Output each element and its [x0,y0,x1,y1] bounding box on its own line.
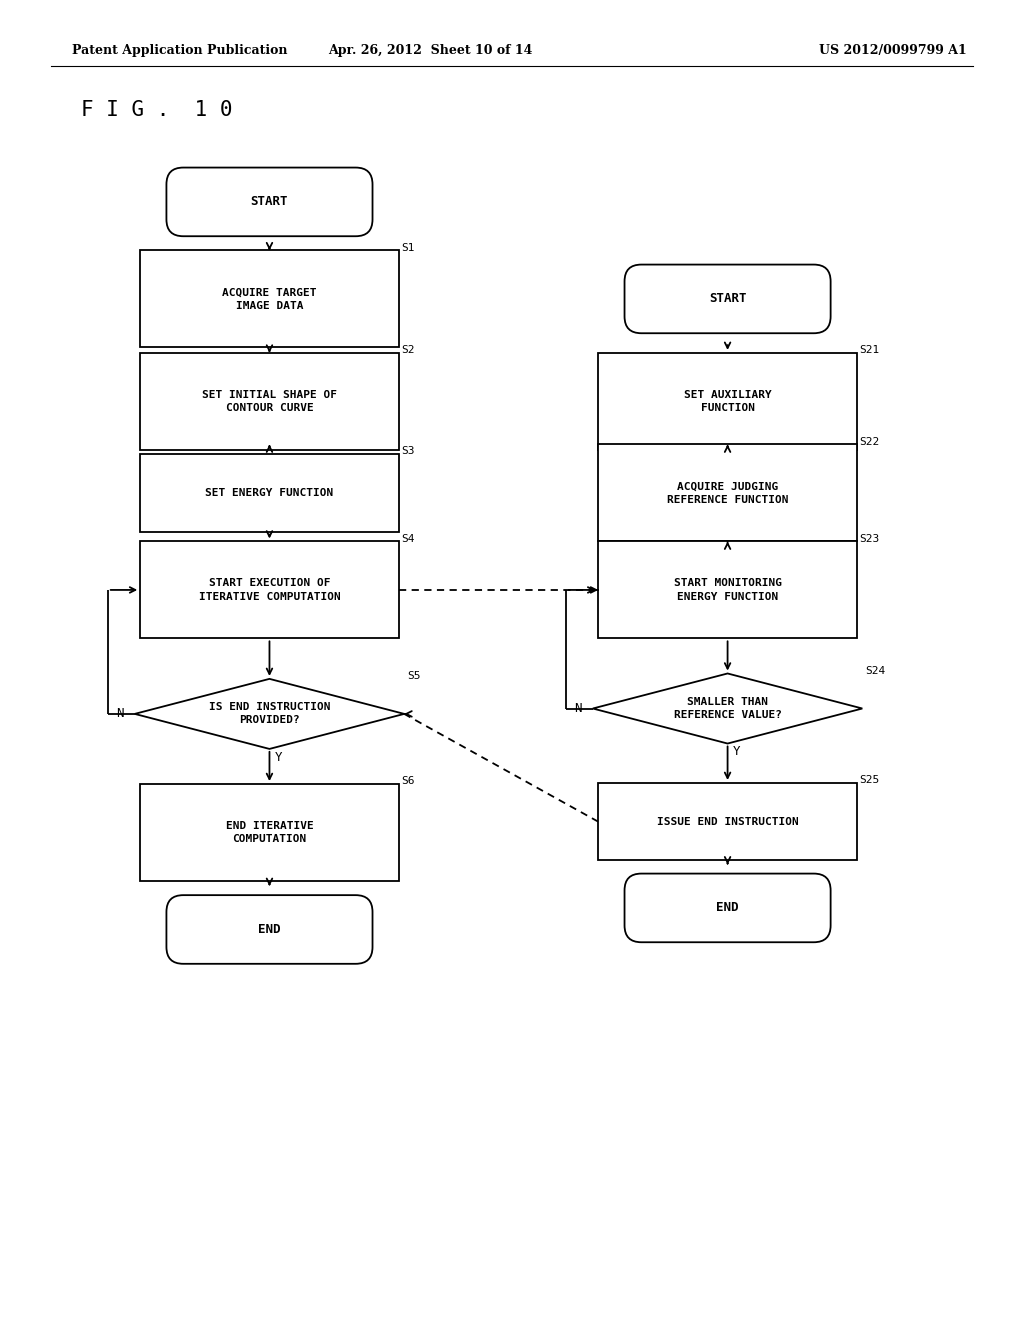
FancyBboxPatch shape [598,445,857,541]
Text: US 2012/0099799 A1: US 2012/0099799 A1 [819,44,967,57]
Text: SET INITIAL SHAPE OF
CONTOUR CURVE: SET INITIAL SHAPE OF CONTOUR CURVE [202,389,337,413]
FancyBboxPatch shape [167,168,373,236]
Text: N: N [574,702,582,715]
Text: ISSUE END INSTRUCTION: ISSUE END INSTRUCTION [656,817,799,826]
Text: START: START [709,293,746,305]
Text: Patent Application Publication: Patent Application Publication [72,44,287,57]
Text: IS END INSTRUCTION
PROVIDED?: IS END INSTRUCTION PROVIDED? [209,702,330,726]
Text: Y: Y [274,751,283,763]
FancyBboxPatch shape [140,541,398,639]
Text: END ITERATIVE
COMPUTATION: END ITERATIVE COMPUTATION [225,821,313,843]
Text: S23: S23 [859,533,880,544]
Text: F I G .  1 0: F I G . 1 0 [81,100,232,120]
Text: N: N [116,708,123,721]
Text: S3: S3 [401,446,415,457]
Text: END: END [258,923,281,936]
FancyBboxPatch shape [625,874,830,942]
Text: START MONITORING
ENERGY FUNCTION: START MONITORING ENERGY FUNCTION [674,578,781,602]
Text: SMALLER THAN
REFERENCE VALUE?: SMALLER THAN REFERENCE VALUE? [674,697,781,721]
Text: SET ENERGY FUNCTION: SET ENERGY FUNCTION [206,488,334,498]
Text: S21: S21 [859,345,880,355]
FancyBboxPatch shape [167,895,373,964]
FancyBboxPatch shape [598,541,857,639]
FancyBboxPatch shape [140,454,398,532]
Text: S24: S24 [865,665,886,676]
FancyBboxPatch shape [140,352,398,450]
Text: Apr. 26, 2012  Sheet 10 of 14: Apr. 26, 2012 Sheet 10 of 14 [328,44,532,57]
FancyBboxPatch shape [625,264,830,333]
Text: S1: S1 [401,243,415,252]
Text: SET AUXILIARY
FUNCTION: SET AUXILIARY FUNCTION [684,389,771,413]
Text: START: START [251,195,288,209]
Text: S4: S4 [401,533,415,544]
Text: S2: S2 [401,345,415,355]
Polygon shape [593,673,862,743]
Text: S5: S5 [407,671,421,681]
Text: S6: S6 [401,776,415,787]
Text: S25: S25 [859,775,880,785]
FancyBboxPatch shape [598,352,857,450]
FancyBboxPatch shape [140,784,398,880]
Text: Y: Y [733,744,740,758]
Text: ACQUIRE TARGET
IMAGE DATA: ACQUIRE TARGET IMAGE DATA [222,288,316,310]
Text: END: END [717,902,739,915]
FancyBboxPatch shape [140,251,398,347]
FancyBboxPatch shape [598,783,857,861]
Text: ACQUIRE JUDGING
REFERENCE FUNCTION: ACQUIRE JUDGING REFERENCE FUNCTION [667,482,788,504]
Polygon shape [135,678,404,748]
Text: S22: S22 [859,437,880,446]
Text: START EXECUTION OF
ITERATIVE COMPUTATION: START EXECUTION OF ITERATIVE COMPUTATION [199,578,340,602]
